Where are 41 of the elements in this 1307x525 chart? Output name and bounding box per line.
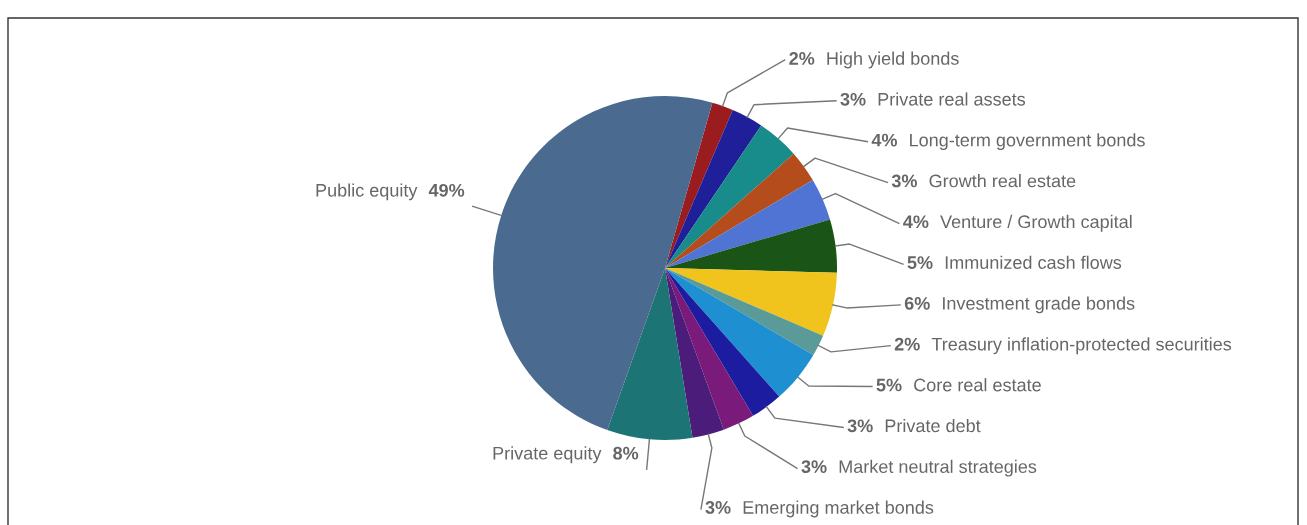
data-label: 8% [613,446,639,460]
slice-label: Immunized cash flows [945,255,1122,269]
data-label: 3% [705,501,731,514]
slice-label: Treasury inflation-protected securities [931,337,1232,355]
pie-slice [665,268,754,430]
slice-label: Private debt [885,418,981,433]
data-label: 4% [871,133,898,147]
pie-slice [607,268,693,440]
pie-slice [665,268,837,336]
pie-slice [665,109,762,268]
pie-slice [665,179,830,268]
pie-slice [493,96,713,431]
slice-label: Long-term government bonds [910,133,1145,151]
slice-label: Private real assets [878,92,1026,106]
slice-label: Private equity [493,446,602,464]
data-label: 2% [789,52,815,65]
pie-slice [665,219,837,273]
slice-label: Public equity [316,183,418,201]
pie-slice [665,268,780,416]
data-label: 49% [428,183,465,197]
pie-slice [665,268,814,397]
data-label: 5% [876,378,902,392]
slice-label: Emerging market bonds [743,500,934,518]
slice-label: Market neutral strategies [839,459,1037,477]
data-label: 3% [891,174,917,188]
data-label: 3% [801,460,827,474]
data-label: 3% [840,92,866,106]
pie-slice [665,268,724,438]
slice-label: Venture / Growth capital [940,214,1132,232]
pie-slice [665,153,813,268]
data-label: 3% [847,419,873,433]
data-label: 4% [903,215,929,229]
data-label: 6% [904,296,930,310]
slice-label: Core real estate [914,378,1041,392]
data-label: 2% [894,337,920,351]
pie-slice [665,102,733,268]
slice-label: Growth real estate [929,174,1076,188]
pie-slice [665,125,794,268]
data-label: 5% [907,256,933,269]
slice-label: High yield bonds [827,51,959,69]
slice-label: Investment grade bonds [943,296,1135,314]
